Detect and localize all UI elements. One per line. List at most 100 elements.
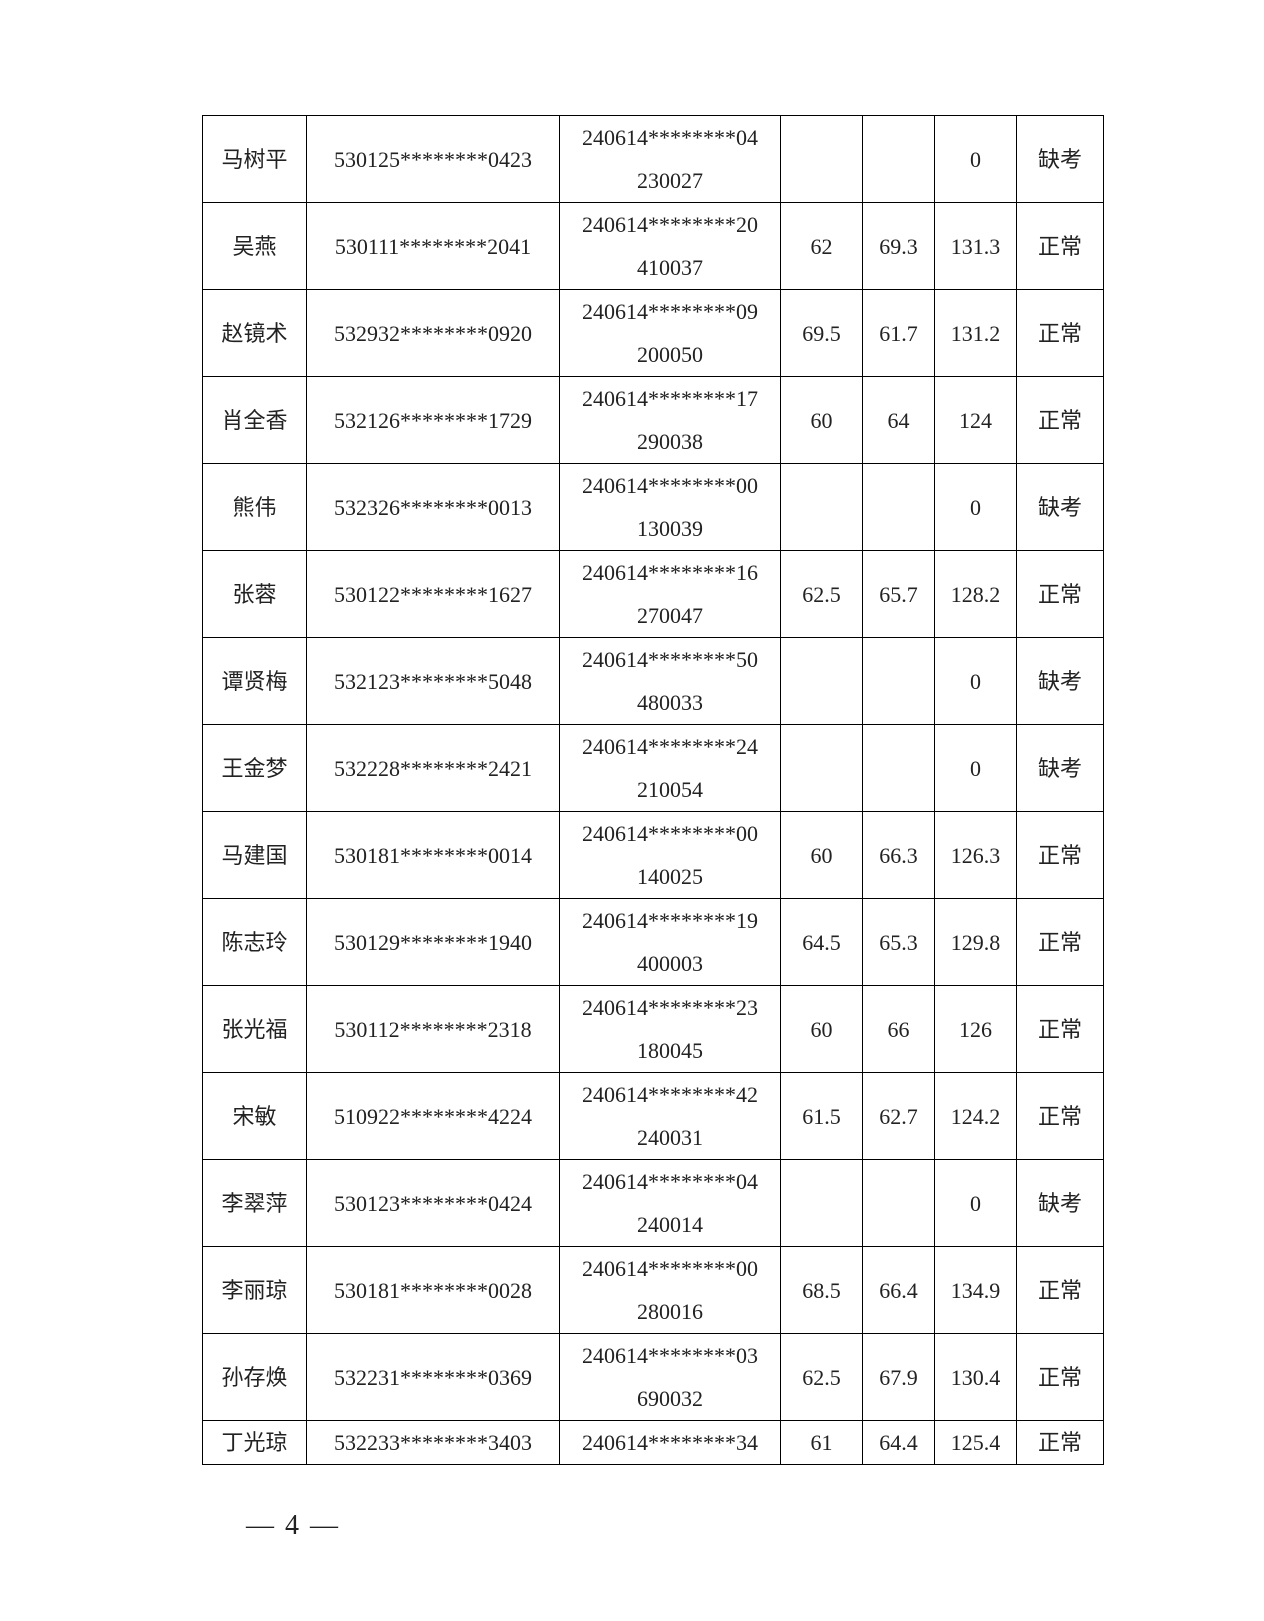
status-cell: 正常 bbox=[1016, 1333, 1104, 1421]
total-cell: 128.2 bbox=[934, 550, 1017, 638]
exam-number: 240614********04240014 bbox=[582, 1169, 758, 1237]
status-cell: 正常 bbox=[1016, 550, 1104, 638]
name-cell: 丁光琼 bbox=[202, 1420, 307, 1465]
exam-no-cell: 240614********34 bbox=[559, 1420, 781, 1465]
exam-number: 240614********20410037 bbox=[582, 212, 758, 280]
score-cell: 62.7 bbox=[862, 1072, 935, 1160]
name-cell: 宋敏 bbox=[202, 1072, 307, 1160]
total-cell: 0 bbox=[934, 115, 1017, 203]
table-row: 李翠萍 530123********0424 240614********04240… bbox=[202, 1159, 1104, 1247]
name-cell: 赵镜术 bbox=[202, 289, 307, 377]
exam-no-cell: 240614********00140025 bbox=[559, 811, 781, 899]
status-cell: 正常 bbox=[1016, 1420, 1104, 1465]
name-cell: 谭贤梅 bbox=[202, 637, 307, 725]
score-cell bbox=[862, 637, 935, 725]
table-row: 张光福 530112********2318 240614********23180… bbox=[202, 985, 1104, 1073]
name-cell: 马树平 bbox=[202, 115, 307, 203]
exam-number: 240614********16270047 bbox=[582, 560, 758, 628]
status-cell: 缺考 bbox=[1016, 637, 1104, 725]
exam-no-cell: 240614********24210054 bbox=[559, 724, 781, 812]
score-cell: 65.3 bbox=[862, 898, 935, 986]
total-cell: 126 bbox=[934, 985, 1017, 1073]
status-cell: 缺考 bbox=[1016, 1159, 1104, 1247]
score-cell: 68.5 bbox=[780, 1246, 863, 1334]
exam-no-cell: 240614********00130039 bbox=[559, 463, 781, 551]
id-cell: 530123********0424 bbox=[306, 1159, 560, 1247]
exam-number: 240614********23180045 bbox=[582, 995, 758, 1063]
table-row: 丁光琼 532233********3403 240614********34 61 6… bbox=[202, 1420, 1104, 1465]
table-row: 张蓉 530122********1627 240614********162700… bbox=[202, 550, 1104, 638]
exam-number: 240614********34 bbox=[582, 1430, 758, 1455]
score-cell: 66.3 bbox=[862, 811, 935, 899]
exam-no-cell: 240614********19400003 bbox=[559, 898, 781, 986]
score-cell: 65.7 bbox=[862, 550, 935, 638]
id-cell: 530125********0423 bbox=[306, 115, 560, 203]
total-cell: 126.3 bbox=[934, 811, 1017, 899]
exam-number: 240614********42240031 bbox=[582, 1082, 758, 1150]
table-row: 王金梦 532228********2421 240614********24210… bbox=[202, 724, 1104, 812]
exam-number: 240614********03690032 bbox=[582, 1343, 758, 1411]
status-cell: 正常 bbox=[1016, 376, 1104, 464]
total-cell: 124.2 bbox=[934, 1072, 1017, 1160]
score-cell: 61.5 bbox=[780, 1072, 863, 1160]
exam-number: 240614********00280016 bbox=[582, 1256, 758, 1324]
score-cell: 67.9 bbox=[862, 1333, 935, 1421]
table-row: 陈志玲 530129********1940 240614********19400… bbox=[202, 898, 1104, 986]
status-cell: 正常 bbox=[1016, 202, 1104, 290]
name-cell: 马建国 bbox=[202, 811, 307, 899]
score-cell: 62.5 bbox=[780, 1333, 863, 1421]
id-cell: 530111********2041 bbox=[306, 202, 560, 290]
id-cell: 532326********0013 bbox=[306, 463, 560, 551]
exam-no-cell: 240614********04240014 bbox=[559, 1159, 781, 1247]
id-cell: 530112********2318 bbox=[306, 985, 560, 1073]
exam-no-cell: 240614********16270047 bbox=[559, 550, 781, 638]
total-cell: 125.4 bbox=[934, 1420, 1017, 1465]
exam-no-cell: 240614********20410037 bbox=[559, 202, 781, 290]
total-cell: 0 bbox=[934, 637, 1017, 725]
score-cell: 66.4 bbox=[862, 1246, 935, 1334]
id-cell: 510922********4224 bbox=[306, 1072, 560, 1160]
status-cell: 正常 bbox=[1016, 811, 1104, 899]
score-cell bbox=[862, 463, 935, 551]
score-cell bbox=[862, 1159, 935, 1247]
total-cell: 0 bbox=[934, 1159, 1017, 1247]
exam-no-cell: 240614********23180045 bbox=[559, 985, 781, 1073]
table-row: 宋敏 510922********4224 240614********422400… bbox=[202, 1072, 1104, 1160]
status-cell: 正常 bbox=[1016, 1246, 1104, 1334]
id-cell: 530181********0014 bbox=[306, 811, 560, 899]
id-cell: 530181********0028 bbox=[306, 1246, 560, 1334]
name-cell: 孙存焕 bbox=[202, 1333, 307, 1421]
name-cell: 李丽琼 bbox=[202, 1246, 307, 1334]
exam-number: 240614********24210054 bbox=[582, 734, 758, 802]
status-cell: 正常 bbox=[1016, 985, 1104, 1073]
total-cell: 0 bbox=[934, 463, 1017, 551]
table-row: 马树平 530125********0423 240614********04230… bbox=[202, 115, 1104, 203]
exam-no-cell: 240614********00280016 bbox=[559, 1246, 781, 1334]
id-cell: 532228********2421 bbox=[306, 724, 560, 812]
status-cell: 正常 bbox=[1016, 1072, 1104, 1160]
score-cell bbox=[780, 115, 863, 203]
status-cell: 缺考 bbox=[1016, 115, 1104, 203]
score-cell: 60 bbox=[780, 376, 863, 464]
exam-number: 240614********09200050 bbox=[582, 299, 758, 367]
id-cell: 532231********0369 bbox=[306, 1333, 560, 1421]
score-cell: 61.7 bbox=[862, 289, 935, 377]
score-cell: 62 bbox=[780, 202, 863, 290]
score-cell bbox=[780, 637, 863, 725]
status-cell: 缺考 bbox=[1016, 463, 1104, 551]
name-cell: 熊伟 bbox=[202, 463, 307, 551]
name-cell: 张光福 bbox=[202, 985, 307, 1073]
score-cell: 64.4 bbox=[862, 1420, 935, 1465]
table-row: 谭贤梅 532123********5048 240614********50480… bbox=[202, 637, 1104, 725]
name-cell: 吴燕 bbox=[202, 202, 307, 290]
total-cell: 129.8 bbox=[934, 898, 1017, 986]
exam-number: 240614********00140025 bbox=[582, 821, 758, 889]
exam-no-cell: 240614********04230027 bbox=[559, 115, 781, 203]
score-cell: 64 bbox=[862, 376, 935, 464]
exam-no-cell: 240614********50480033 bbox=[559, 637, 781, 725]
id-cell: 530129********1940 bbox=[306, 898, 560, 986]
table-row: 马建国 530181********0014 240614********00140… bbox=[202, 811, 1104, 899]
name-cell: 王金梦 bbox=[202, 724, 307, 812]
score-cell: 66 bbox=[862, 985, 935, 1073]
